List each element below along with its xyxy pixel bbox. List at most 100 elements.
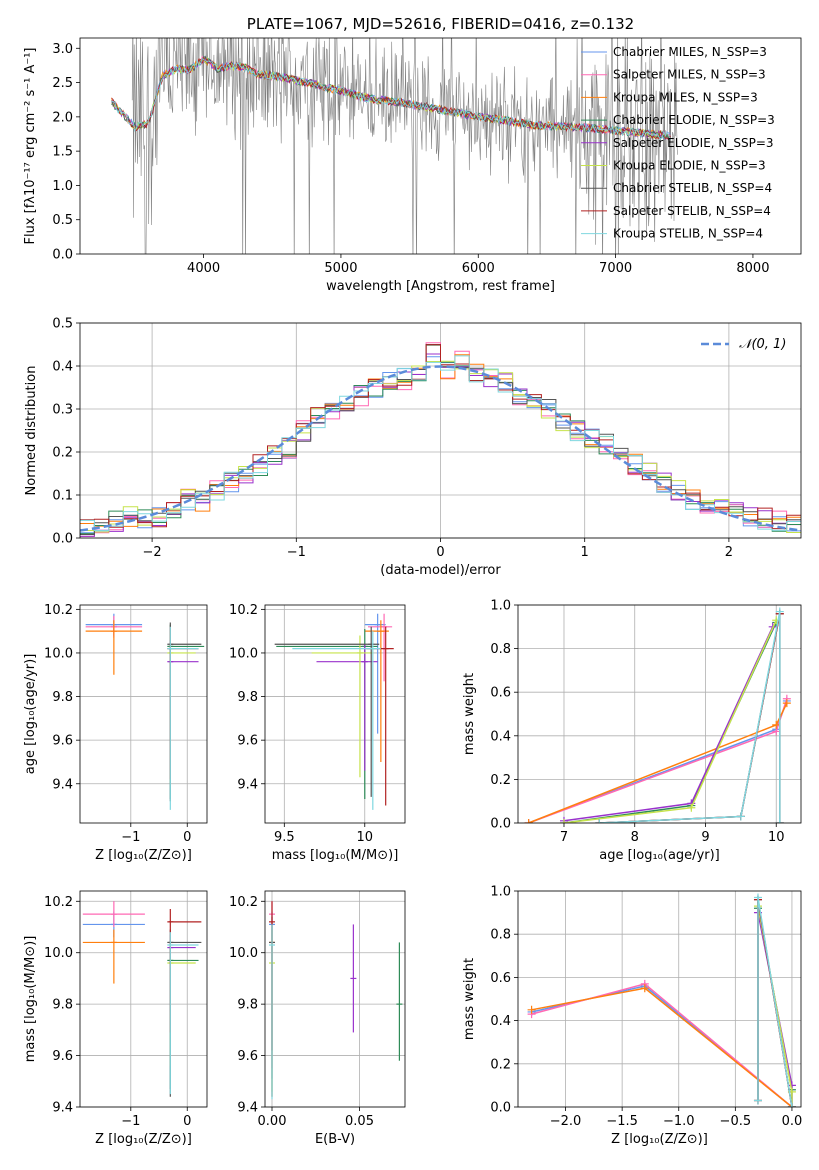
error-bar-point bbox=[167, 631, 196, 784]
weight-marker bbox=[753, 1096, 762, 1105]
y-tick-label: 9.8 bbox=[52, 998, 73, 1013]
y-tick-label: 10.0 bbox=[229, 946, 258, 961]
y-tick-label: 0.1 bbox=[52, 489, 73, 504]
error-bar-point bbox=[167, 626, 199, 810]
weight-marker bbox=[524, 819, 533, 823]
x-tick-label: 10 bbox=[356, 830, 373, 845]
x-tick-label: 0.0 bbox=[782, 1114, 803, 1129]
weight-line bbox=[563, 622, 777, 823]
plot-frame bbox=[264, 604, 406, 824]
error-bar-point bbox=[167, 932, 199, 1095]
mass-vs-metallicity-panel: −1 0 9.4 9.6 9.8 10.0 10.2 Z [log₁₀(Z/Z⊙)] mass … bbox=[23, 890, 208, 1147]
x-tick-label: 7000 bbox=[599, 261, 632, 276]
x-tick-label: 7 bbox=[560, 830, 568, 845]
legend-entry: Salpeter MILES, N_SSP=3 bbox=[613, 68, 766, 82]
error-bar-point bbox=[364, 620, 389, 762]
error-bar-point bbox=[167, 909, 202, 1033]
legend-entry: Salpeter STELIB, N_SSP=4 bbox=[613, 204, 771, 218]
plot-frame bbox=[517, 604, 802, 824]
chart-title: PLATE=1067, MJD=52616, FIBERID=0416, z=0… bbox=[247, 15, 634, 33]
y-tick-label: 1.5 bbox=[52, 145, 73, 160]
age-vs-metallicity-panel: −1 0 9.4 9.6 9.8 10.0 10.2 Z [log₁₀(Z/Z⊙)] age [… bbox=[23, 603, 208, 863]
x-tick-label: 4000 bbox=[187, 261, 220, 276]
x-tick-label: 0.05 bbox=[345, 1114, 374, 1129]
y-tick-label: 2.5 bbox=[52, 76, 73, 91]
y-axis-label: mass weight bbox=[462, 958, 477, 1040]
y-tick-label: 9.4 bbox=[52, 1101, 73, 1116]
x-tick-label: 0 bbox=[183, 1114, 191, 1129]
error-bar-point bbox=[364, 613, 386, 734]
y-tick-label: 0.4 bbox=[490, 729, 511, 744]
observed-spectrum bbox=[131, 38, 678, 254]
y-tick-label: 9.8 bbox=[237, 690, 258, 705]
error-bar-point bbox=[85, 620, 143, 675]
error-bar-point bbox=[167, 639, 199, 771]
y-tick-label: 0.8 bbox=[490, 642, 511, 657]
spectrum-panel: PLATE=1067, MJD=52616, FIBERID=0416, z=0… bbox=[23, 15, 802, 294]
x-tick-label: 8 bbox=[631, 830, 639, 845]
x-axis-label: Z [log₁₀(Z/Z⊙)] bbox=[95, 848, 192, 863]
y-tick-label: 0.2 bbox=[490, 773, 511, 788]
plot-frame bbox=[79, 890, 208, 1108]
y-tick-label: 9.8 bbox=[237, 998, 258, 1013]
y-axis-label: Flux [fλ10⁻¹⁷ erg cm⁻² s⁻¹ A⁻¹] bbox=[23, 48, 38, 245]
legend-entry: Chabrier MILES, N_SSP=3 bbox=[613, 45, 767, 59]
error-bar-point bbox=[167, 929, 202, 1097]
plot-frame bbox=[79, 322, 802, 539]
mass-vs-ebv-panel: 0.00 0.05 9.4 9.6 9.8 10.0 10.2 E(B-V) bbox=[229, 890, 406, 1147]
x-tick-label: 0 bbox=[436, 545, 444, 560]
weight-marker bbox=[595, 819, 604, 823]
x-tick-label: 8000 bbox=[736, 261, 769, 276]
x-tick-label: 9.5 bbox=[274, 830, 295, 845]
model-line bbox=[111, 57, 671, 140]
legend-entry: Salpeter ELODIE, N_SSP=3 bbox=[613, 136, 774, 150]
error-bar-point bbox=[396, 942, 403, 1061]
x-axis-label: E(B-V) bbox=[315, 1132, 355, 1147]
legend-entry: Kroupa STELIB, N_SSP=4 bbox=[613, 227, 763, 241]
error-bar-point bbox=[167, 624, 205, 800]
x-tick-label: −1.0 bbox=[663, 1114, 695, 1129]
error-bar-point bbox=[316, 644, 378, 771]
weight-line bbox=[563, 626, 774, 822]
weight-marker bbox=[736, 812, 745, 821]
y-tick-label: 10.2 bbox=[229, 895, 258, 910]
y-tick-label: 9.6 bbox=[52, 1049, 73, 1064]
legend-entry: 𝒩(0, 1) bbox=[739, 337, 786, 352]
mass-weight-vs-metallicity-panel: −2.0 −1.5 −1.0 −0.5 0.0 0.0 0.2 0.4 0.6 0.8 1.0 Z [… bbox=[462, 885, 802, 1148]
error-bar-point bbox=[274, 626, 380, 797]
y-tick-label: 10.2 bbox=[229, 603, 258, 618]
plot-frame bbox=[517, 890, 802, 1108]
y-axis-label: age [log₁₀(age/yr)] bbox=[23, 654, 38, 775]
weight-line bbox=[599, 613, 781, 823]
plot-frame bbox=[79, 37, 802, 255]
weight-line bbox=[599, 611, 781, 823]
y-tick-label: 0.4 bbox=[52, 360, 73, 375]
error-bar-point bbox=[311, 635, 373, 778]
y-tick-label: 0.2 bbox=[52, 446, 73, 461]
y-tick-label: 10.0 bbox=[44, 946, 73, 961]
y-tick-label: 10.0 bbox=[44, 646, 73, 661]
x-tick-label: 2 bbox=[725, 545, 733, 560]
plot-frame bbox=[79, 604, 208, 824]
weight-marker bbox=[772, 720, 781, 729]
y-tick-label: 0.5 bbox=[52, 213, 73, 228]
weight-line bbox=[528, 700, 788, 823]
y-tick-label: 0.3 bbox=[52, 403, 73, 418]
age-vs-mass-panel: 9.5 10 9.4 9.6 9.8 10.0 10.2 mass [log₁₀(M/M⊙)] bbox=[229, 603, 406, 863]
error-bar-point bbox=[167, 939, 199, 1089]
x-tick-label: 5000 bbox=[324, 261, 357, 276]
y-tick-label: 3.0 bbox=[52, 42, 73, 57]
normal-curve bbox=[80, 365, 801, 532]
y-tick-label: 9.6 bbox=[237, 1049, 258, 1064]
y-tick-label: 9.6 bbox=[52, 734, 73, 749]
x-tick-label: 10 bbox=[768, 830, 785, 845]
x-tick-label: 0 bbox=[183, 830, 191, 845]
weight-marker bbox=[527, 1005, 536, 1014]
x-axis-label: age [log₁₀(age/yr)] bbox=[599, 848, 720, 863]
x-tick-label: −2 bbox=[143, 545, 162, 560]
weight-line bbox=[599, 613, 781, 823]
y-tick-label: 0.6 bbox=[490, 971, 511, 986]
y-tick-label: 0.5 bbox=[52, 317, 73, 332]
x-tick-label: 1 bbox=[581, 545, 589, 560]
y-tick-label: 0.2 bbox=[490, 1057, 511, 1072]
